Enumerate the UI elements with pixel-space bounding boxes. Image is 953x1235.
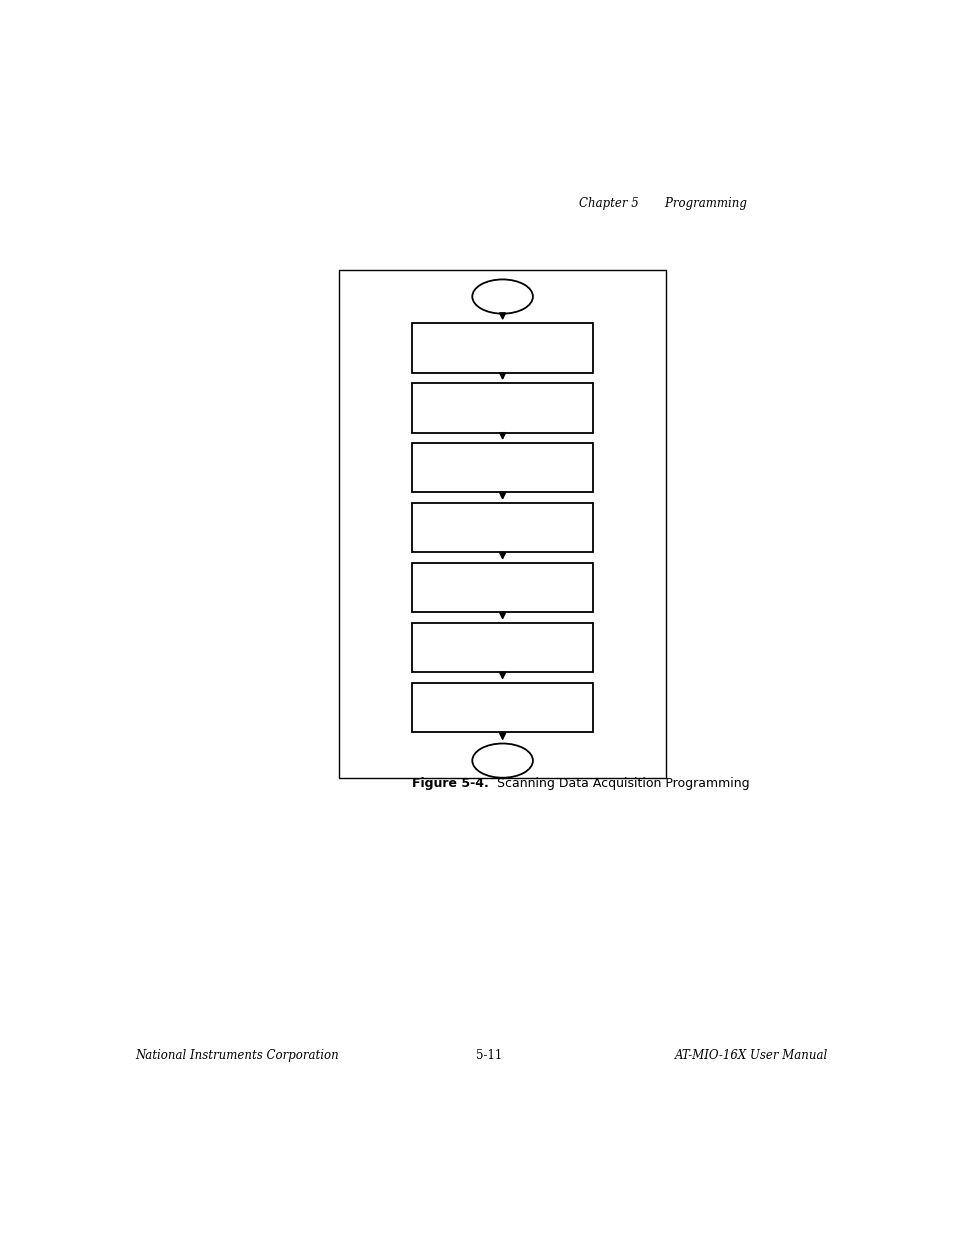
Text: 5-11: 5-11 bbox=[476, 1049, 501, 1062]
Text: National Instruments Corporation: National Instruments Corporation bbox=[135, 1049, 339, 1062]
Bar bbox=[412, 383, 592, 432]
Bar bbox=[412, 503, 592, 552]
Text: Figure 5-4.: Figure 5-4. bbox=[412, 777, 488, 790]
Bar bbox=[412, 324, 592, 373]
Bar bbox=[412, 622, 592, 672]
Bar bbox=[412, 563, 592, 613]
Bar bbox=[412, 683, 592, 732]
Ellipse shape bbox=[472, 743, 533, 778]
Bar bbox=[412, 443, 592, 493]
Bar bbox=[338, 270, 665, 778]
Ellipse shape bbox=[472, 279, 533, 314]
Text: AT-MIO-16X User Manual: AT-MIO-16X User Manual bbox=[674, 1049, 827, 1062]
Text: Scanning Data Acquisition Programming: Scanning Data Acquisition Programming bbox=[488, 777, 749, 790]
Text: Chapter 5       Programming: Chapter 5 Programming bbox=[578, 198, 746, 210]
